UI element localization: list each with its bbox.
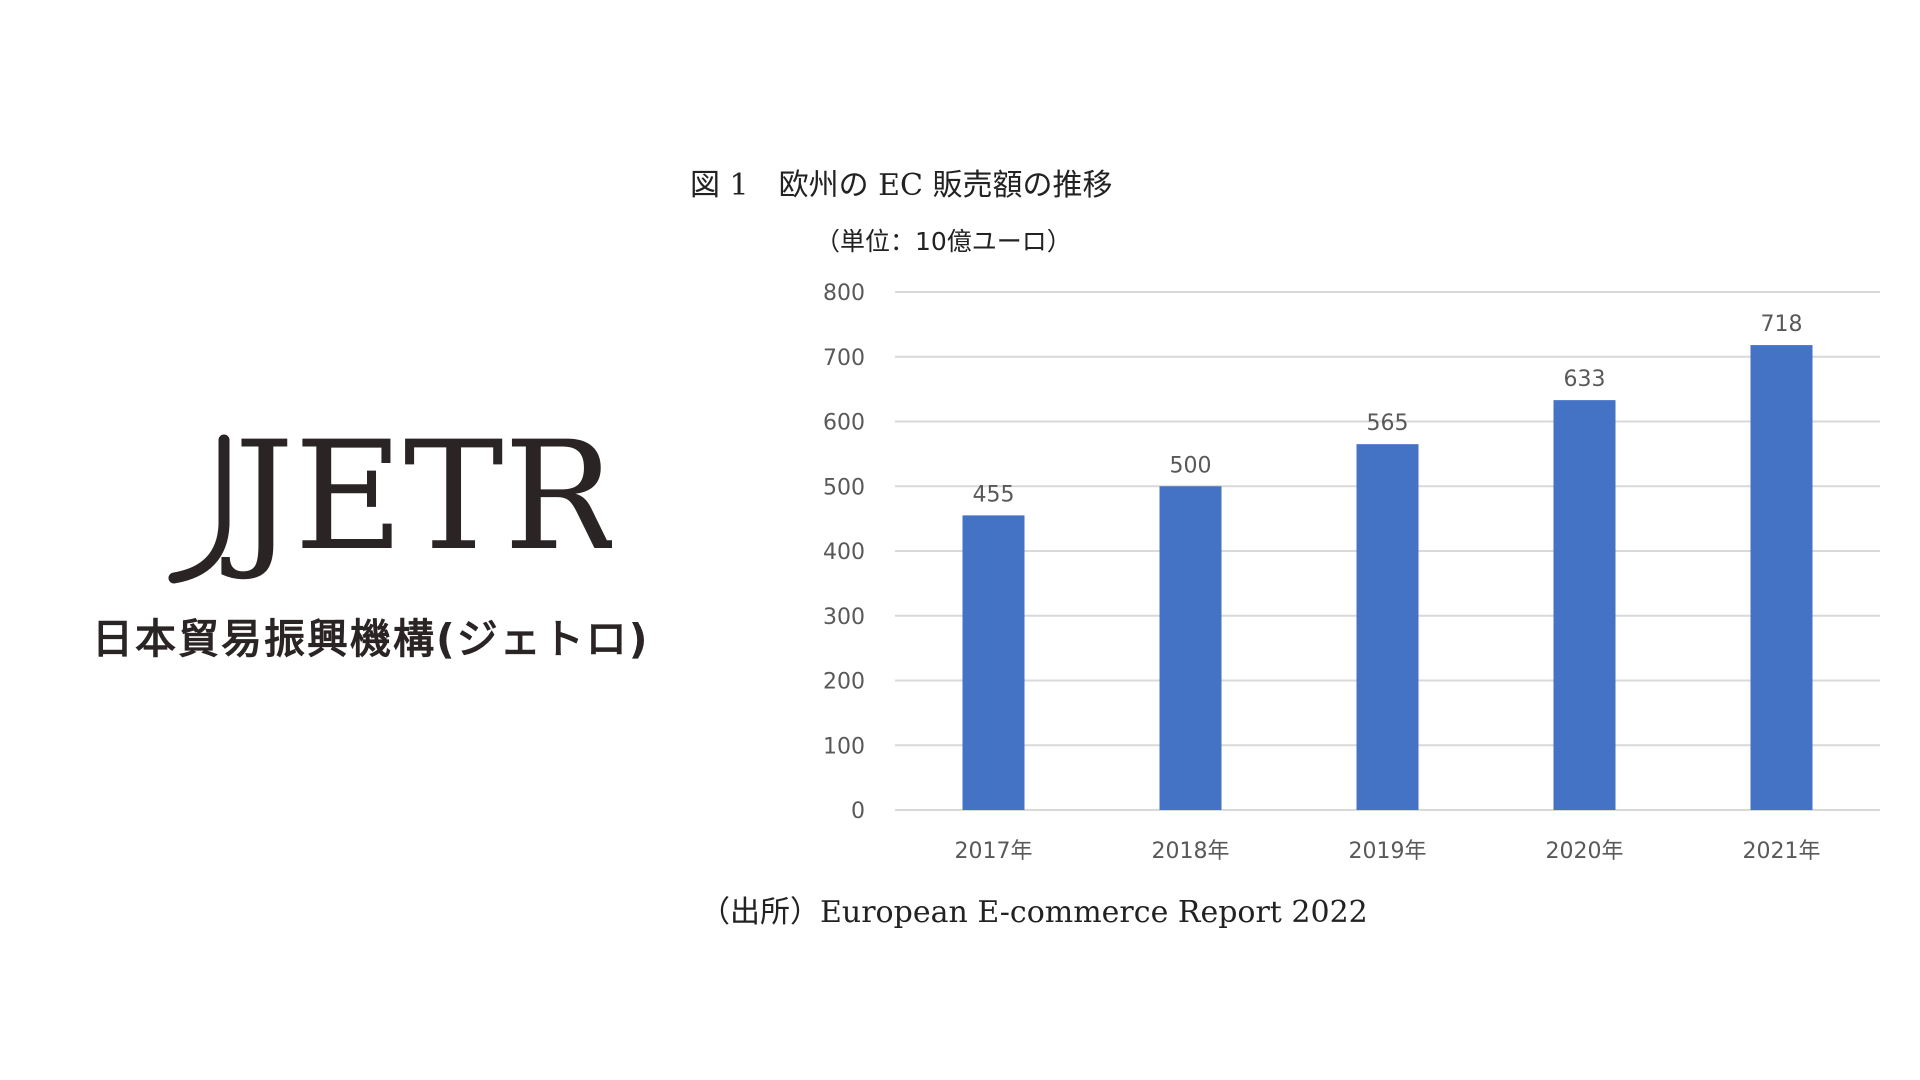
unit-label: （単位：10億ユーロ）	[815, 227, 1072, 256]
source-note: （出所）European E-commerce Report 2022	[700, 895, 1368, 930]
logo-subtitle: 日本貿易振興機構(ジェトロ)	[92, 615, 650, 663]
data-label: 718	[1761, 312, 1803, 337]
x-tick-label: 2019年	[1349, 839, 1427, 864]
bar	[1159, 486, 1222, 810]
y-tick-label: 600	[823, 411, 865, 436]
jetro-wordmark: JETRO	[168, 420, 612, 584]
bar-chart: 0 100 200 300 400 500 600 700 800 455 500 565 633 71…	[823, 281, 1880, 864]
data-label: 500	[1170, 453, 1212, 478]
x-axis-ticks: 2017年 2018年 2019年 2020年 2021年	[955, 839, 1821, 864]
y-tick-label: 700	[823, 346, 865, 371]
y-axis-ticks: 0 100 200 300 400 500 600 700 800	[823, 281, 865, 824]
bar	[1356, 444, 1419, 810]
jetro-logo: JETRO 日本貿易振興機構(ジェトロ)	[92, 420, 650, 670]
data-label: 633	[1564, 367, 1606, 392]
bar	[962, 515, 1025, 810]
y-tick-label: 200	[823, 670, 865, 695]
data-label: 455	[973, 482, 1015, 507]
bar	[1750, 345, 1813, 810]
bars	[962, 345, 1813, 810]
x-tick-label: 2017年	[955, 839, 1033, 864]
y-tick-label: 100	[823, 734, 865, 759]
y-tick-label: 0	[851, 799, 865, 824]
x-tick-label: 2018年	[1152, 839, 1230, 864]
x-tick-label: 2020年	[1546, 839, 1624, 864]
y-tick-label: 800	[823, 281, 865, 306]
figure-title: 図 1 欧州の EC 販売額の推移	[690, 168, 1113, 203]
x-tick-label: 2021年	[1743, 839, 1821, 864]
y-tick-label: 500	[823, 475, 865, 500]
data-labels: 455 500 565 633 718	[973, 312, 1803, 507]
bar	[1553, 400, 1616, 810]
data-label: 565	[1367, 411, 1409, 436]
logo-wordmark-text: JETRO	[221, 420, 612, 584]
y-tick-label: 300	[823, 605, 865, 630]
y-tick-label: 400	[823, 540, 865, 565]
